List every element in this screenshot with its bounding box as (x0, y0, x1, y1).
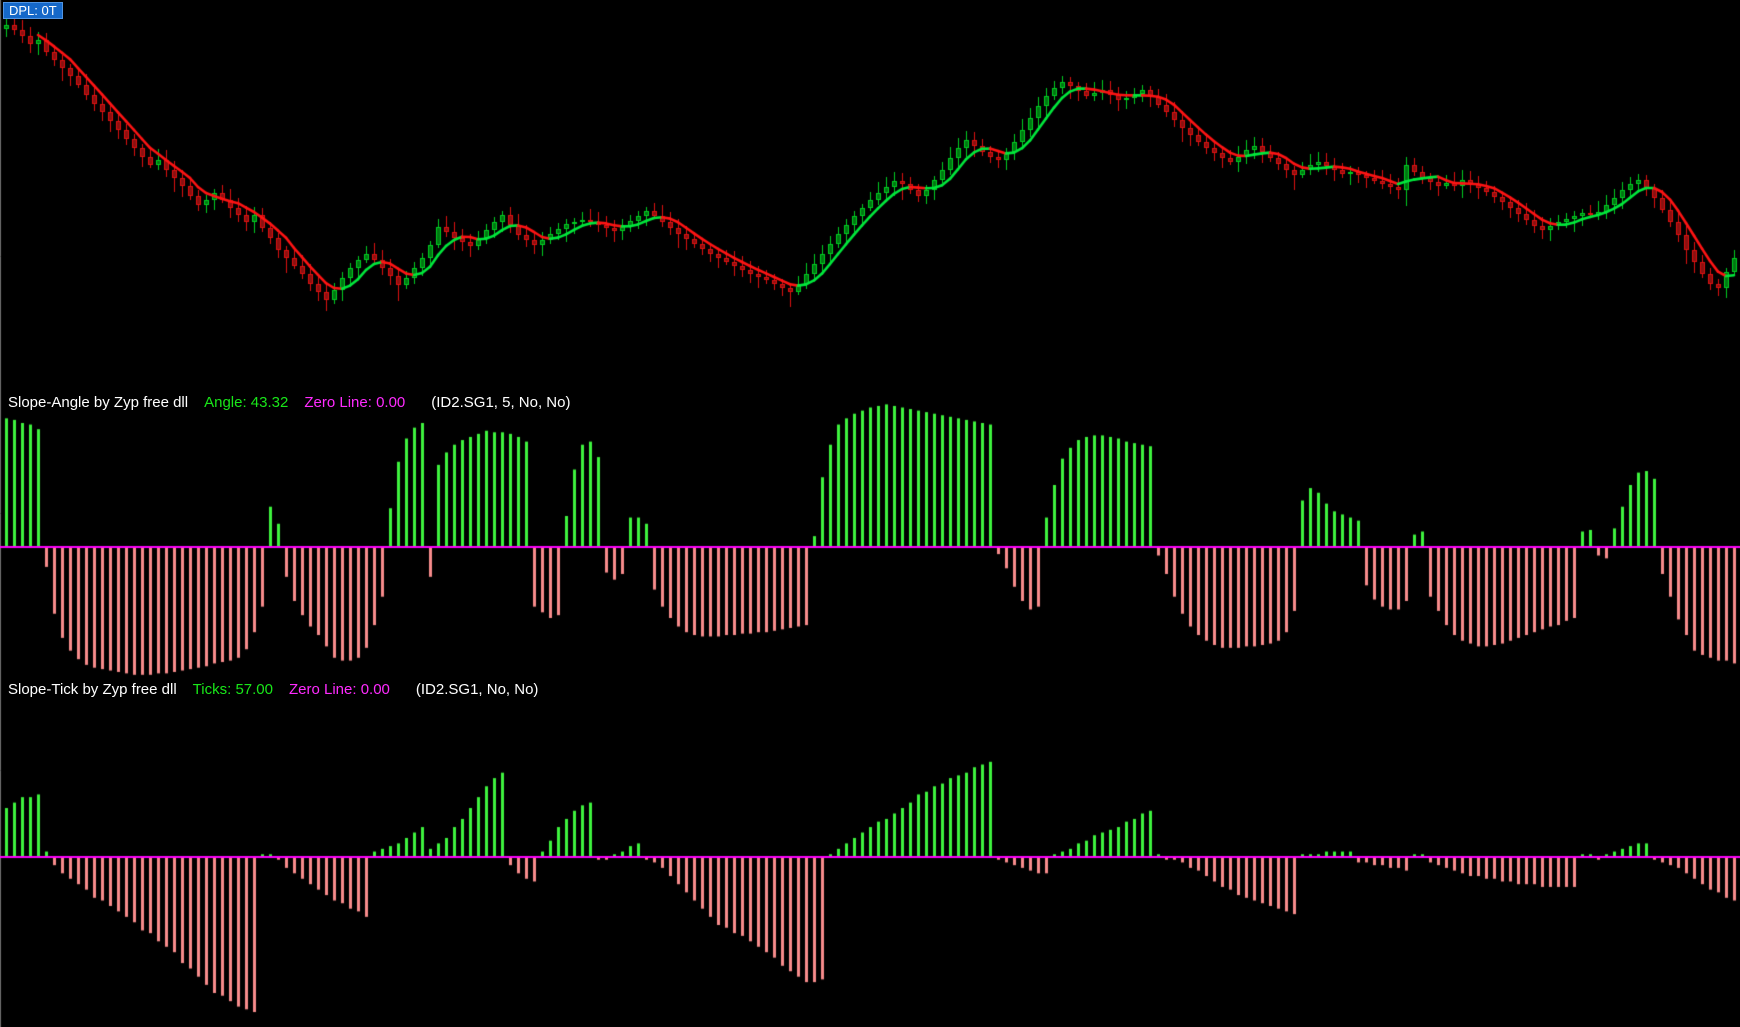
slope-angle-value: Angle: 43.32 (204, 394, 289, 411)
slope-tick-value: Ticks: 57.00 (192, 681, 273, 698)
slope-angle-indicator-label[interactable]: Slope-Angle by Zyp free dll Angle: 43.32 Z… (8, 393, 570, 412)
slope-tick-params: (ID2.SG1, No, No) (415, 681, 539, 698)
slope-tick-zeroline-value: Zero Line: 0.00 (288, 681, 390, 698)
slope-tick-indicator-label[interactable]: Slope-Tick by Zyp free dll Ticks: 57.00 Ze… (8, 680, 538, 699)
slope-angle-zeroline-value: Zero Line: 0.00 (304, 394, 406, 411)
slope-tick-name: Slope-Tick by Zyp free dll (8, 681, 177, 698)
slope-angle-name: Slope-Angle by Zyp free dll (8, 394, 189, 411)
dpl-status-badge[interactable]: DPL: 0T (3, 2, 63, 19)
slope-angle-params: (ID2.SG1, 5, No, No) (431, 394, 571, 411)
